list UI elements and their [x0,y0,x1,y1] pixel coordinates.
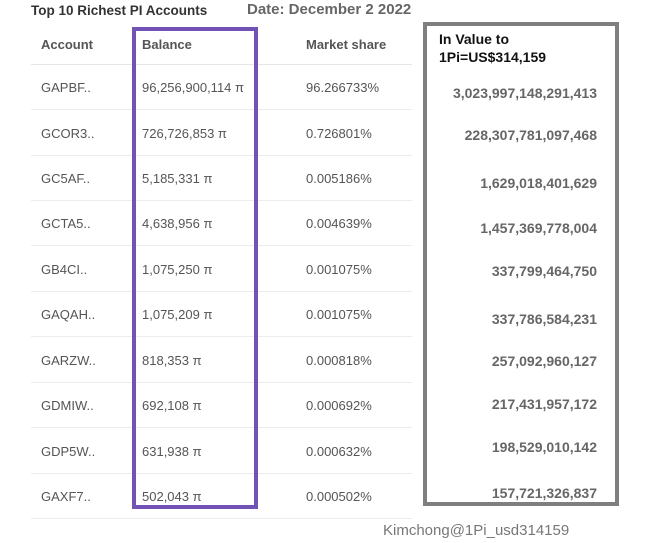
table-row: GDP5W.. 631,938 π 0.000632% [31,428,412,474]
value-cell: 337,799,464,750 [491,263,597,279]
account-cell: GC5AF.. [41,171,91,186]
account-cell: GCTA5.. [41,216,91,231]
table-row: GCOR3.. 726,726,853 π 0.726801% [31,110,412,156]
market-share-cell: 0.001075% [306,262,372,277]
table-row: GAXF7.. 502,043 π 0.000502% [31,473,412,519]
value-cell: 157,721,326,837 [491,485,597,501]
header-balance: Balance [142,37,192,52]
balance-cell: 1,075,209 π [142,307,213,322]
balance-cell: 1,075,250 π [142,262,213,277]
balance-cell: 5,185,331 π [142,171,213,186]
account-cell: GDMIW.. [41,398,94,413]
value-header: In Value to 1Pi=US$314,159 [439,30,546,66]
credit-watermark: Kimchong@1Pi_usd314159 [383,522,570,539]
account-cell: GARZW.. [41,353,96,368]
balance-cell: 818,353 π [142,353,202,368]
market-share-cell: 0.001075% [306,307,372,322]
table-row: GB4CI.. 1,075,250 π 0.001075% [31,246,412,292]
account-cell: GCOR3.. [41,126,95,141]
value-cell: 1,629,018,401,629 [480,175,597,191]
market-share-cell: 0.726801% [306,126,372,141]
balance-highlight-box [132,27,258,509]
value-header-line1: In Value to [439,31,510,47]
market-share-cell: 0.000692% [306,398,372,413]
balance-cell: 96,256,900,114 π [142,80,244,95]
account-cell: GDP5W.. [41,444,96,459]
balance-cell: 4,638,956 π [142,216,213,231]
market-share-cell: 0.000632% [306,444,372,459]
table-row: GC5AF.. 5,185,331 π 0.005186% [31,155,412,201]
page-title: Top 10 Richest PI Accounts [31,3,208,18]
balance-cell: 502,043 π [142,489,202,504]
table-row: GAQAH.. 1,075,209 π 0.001075% [31,291,412,337]
value-cell: 198,529,010,142 [491,439,597,455]
value-cell: 337,786,584,231 [491,311,597,327]
value-box: In Value to 1Pi=US$314,159 3,023,997,148… [423,22,619,506]
account-cell: GB4CI.. [41,262,88,277]
balance-cell: 726,726,853 π [142,126,227,141]
account-cell: GAQAH.. [41,307,96,322]
table-header: Account Balance Market share [31,22,412,65]
header-market-share: Market share [306,37,387,52]
value-cell: 1,457,369,778,004 [480,220,597,236]
market-share-cell: 0.005186% [306,171,372,186]
balance-cell: 692,108 π [142,398,202,413]
account-cell: GAXF7.. [41,489,91,504]
value-cell: 257,092,960,127 [491,353,597,369]
value-header-line2: 1Pi=US$314,159 [439,49,547,65]
table-row: GARZW.. 818,353 π 0.000818% [31,337,412,383]
market-share-cell: 0.004639% [306,216,372,231]
balance-cell: 631,938 π [142,444,202,459]
account-cell: GAPBF.. [41,80,91,95]
header-account: Account [41,37,93,52]
market-share-cell: 0.000502% [306,489,372,504]
table-row: GAPBF.. 96,256,900,114 π 96.266733% [31,64,412,110]
value-cell: 3,023,997,148,291,413 [452,85,597,101]
value-cell: 217,431,957,172 [491,396,597,412]
date-label: Date: December 2 2022 [247,1,412,18]
table-row: GDMIW.. 692,108 π 0.000692% [31,382,412,428]
market-share-cell: 96.266733% [306,80,380,95]
market-share-cell: 0.000818% [306,353,372,368]
value-cell: 228,307,781,097,468 [464,127,597,143]
table-row: GCTA5.. 4,638,956 π 0.004639% [31,200,412,246]
